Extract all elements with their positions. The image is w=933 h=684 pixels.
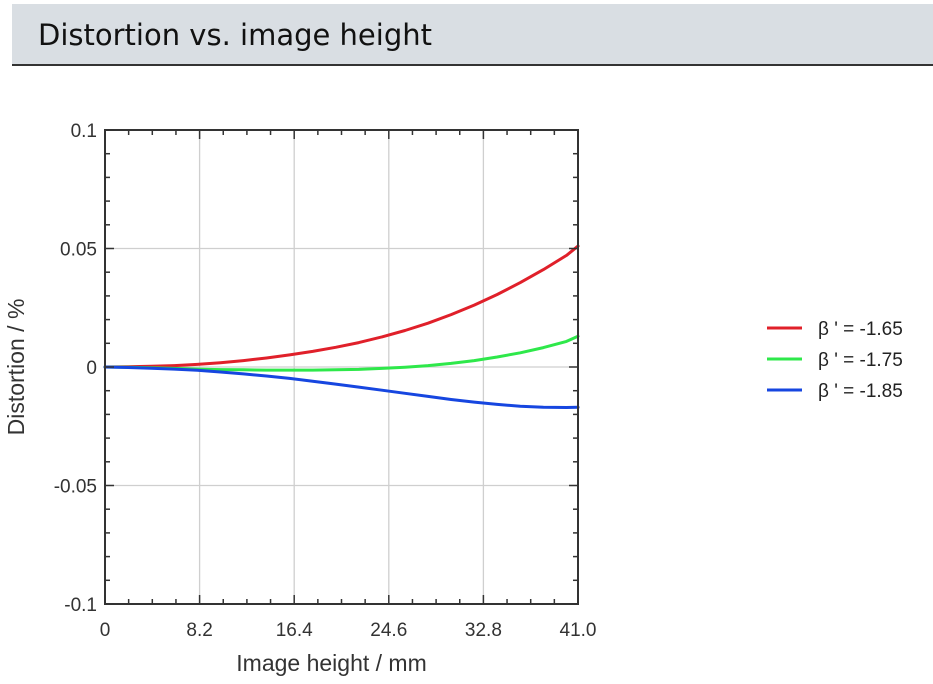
legend-item: β ' = -1.85 — [767, 381, 903, 402]
x-tick-label: 0 — [100, 620, 111, 641]
axis-ticks — [104, 129, 579, 605]
legend-item: β ' = -1.65 — [767, 319, 903, 340]
legend-item: β ' = -1.75 — [767, 350, 903, 371]
legend-label: β ' = -1.65 — [818, 319, 903, 340]
x-axis-tick-labels: 0 8.2 16.4 24.6 32.8 41.0 — [100, 620, 597, 641]
x-tick-label: 16.4 — [276, 620, 313, 641]
series-line-1 — [103, 244, 580, 369]
series-lines — [103, 244, 580, 409]
x-axis-title: Image height / mm — [236, 650, 426, 676]
y-tick-label: 0 — [86, 358, 97, 379]
y-tick-label: -0.1 — [64, 595, 97, 616]
y-axis-title: Distortion / % — [3, 299, 29, 436]
x-tick-label: 8.2 — [186, 620, 212, 641]
y-tick-label: 0.1 — [71, 121, 97, 142]
x-tick-label: 24.6 — [370, 620, 407, 641]
series-line-3 — [103, 365, 580, 409]
page-header: Distortion vs. image height — [12, 4, 933, 66]
legend-label: β ' = -1.75 — [818, 350, 903, 371]
y-tick-label: 0.05 — [60, 240, 97, 261]
x-tick-label: 41.0 — [560, 620, 597, 641]
legend-label: β ' = -1.85 — [818, 381, 903, 402]
page-title: Distortion vs. image height — [38, 18, 432, 52]
y-tick-label: -0.05 — [54, 477, 97, 498]
y-axis-tick-labels: 0.1 0.05 0 -0.05 -0.1 — [54, 121, 97, 616]
x-tick-label: 32.8 — [465, 620, 502, 641]
legend: β ' = -1.65 β ' = -1.75 β ' = -1.85 — [767, 319, 903, 402]
